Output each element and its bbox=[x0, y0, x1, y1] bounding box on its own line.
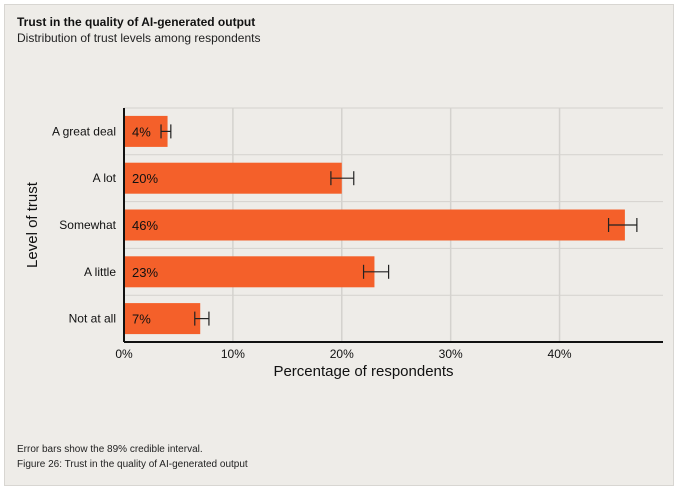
bar bbox=[124, 303, 201, 335]
category-label: Not at all bbox=[69, 312, 116, 326]
category-label: Somewhat bbox=[59, 218, 116, 232]
bar-value-label: 7% bbox=[132, 312, 151, 327]
footnote: Error bars show the 89% credible interva… bbox=[17, 444, 203, 455]
bar-value-label: 20% bbox=[132, 171, 158, 186]
figure-frame bbox=[4, 4, 674, 486]
x-tick-label: 30% bbox=[439, 347, 463, 361]
x-tick-label: 0% bbox=[115, 347, 133, 361]
bar bbox=[124, 256, 375, 288]
figure-caption: Figure 26: Trust in the quality of AI-ge… bbox=[17, 459, 248, 470]
figure-title: Trust in the quality of AI-generated out… bbox=[17, 15, 256, 29]
figure-subtitle: Distribution of trust levels among respo… bbox=[17, 31, 261, 45]
x-tick-label: 10% bbox=[221, 347, 245, 361]
bar bbox=[124, 115, 168, 147]
x-axis-title: Percentage of respondents bbox=[273, 363, 453, 380]
bar-value-label: 46% bbox=[132, 218, 158, 233]
y-axis-title: Level of trust bbox=[24, 181, 41, 268]
bar bbox=[124, 162, 342, 194]
x-tick-label: 40% bbox=[548, 347, 572, 361]
bar-value-label: 23% bbox=[132, 265, 158, 280]
x-tick-label: 20% bbox=[330, 347, 354, 361]
category-label: A great deal bbox=[52, 124, 116, 138]
bar bbox=[124, 209, 625, 241]
category-label: A lot bbox=[93, 171, 117, 185]
category-label: A little bbox=[84, 265, 116, 279]
bar-value-label: 4% bbox=[132, 124, 151, 139]
